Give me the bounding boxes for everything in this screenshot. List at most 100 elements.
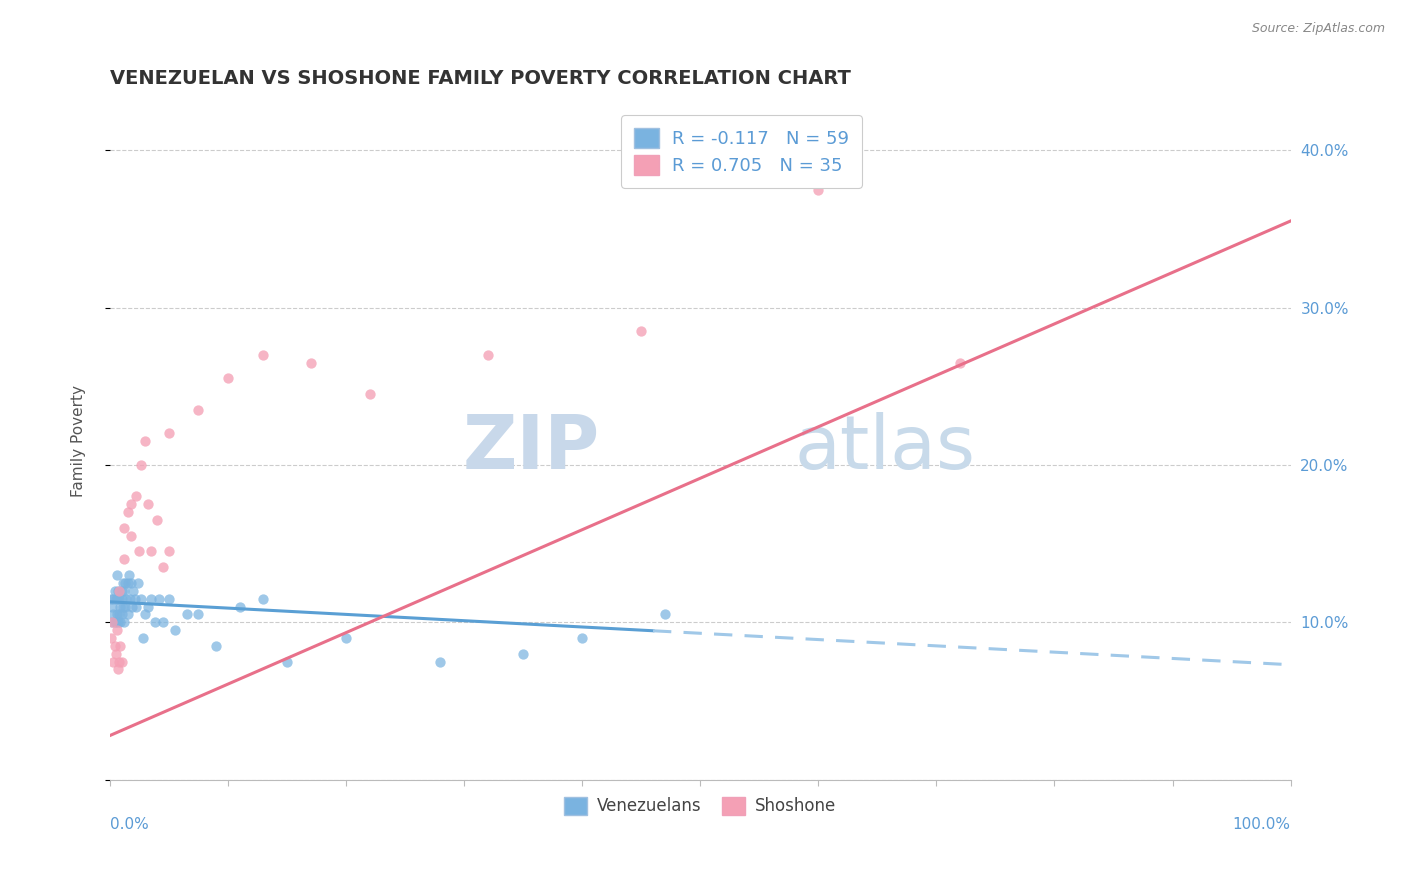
Point — [118, 591, 141, 606]
Point — [110, 639, 132, 653]
Point — [807, 182, 830, 196]
Point — [136, 599, 159, 614]
Point — [103, 615, 125, 630]
Point — [127, 575, 149, 590]
Point — [359, 387, 381, 401]
Point — [111, 655, 134, 669]
Point — [152, 560, 174, 574]
Point — [117, 607, 139, 622]
Text: Source: ZipAtlas.com: Source: ZipAtlas.com — [1251, 22, 1385, 36]
Point — [205, 639, 228, 653]
Point — [111, 599, 134, 614]
Point — [100, 631, 122, 645]
Y-axis label: Family Poverty: Family Poverty — [72, 385, 86, 498]
Point — [104, 647, 127, 661]
Point — [125, 489, 148, 503]
Point — [129, 458, 152, 472]
Point — [111, 607, 134, 622]
Point — [112, 521, 135, 535]
Point — [108, 591, 131, 606]
Point — [117, 505, 139, 519]
Point — [176, 607, 198, 622]
Point — [129, 591, 152, 606]
Point — [299, 356, 322, 370]
Point — [101, 615, 124, 630]
Point — [103, 639, 125, 653]
Point — [101, 615, 124, 630]
Point — [152, 615, 174, 630]
Point — [100, 591, 122, 606]
Point — [125, 599, 148, 614]
Point — [136, 497, 159, 511]
Point — [276, 655, 298, 669]
Point — [120, 529, 142, 543]
Point — [654, 607, 676, 622]
Point — [630, 324, 652, 338]
Point — [146, 513, 169, 527]
Point — [571, 631, 593, 645]
Point — [187, 607, 209, 622]
Point — [103, 583, 125, 598]
Point — [122, 583, 145, 598]
Point — [148, 591, 170, 606]
Point — [121, 599, 143, 614]
Point — [114, 599, 136, 614]
Point — [117, 575, 139, 590]
Point — [118, 568, 141, 582]
Point — [128, 544, 150, 558]
Point — [103, 607, 125, 622]
Point — [112, 615, 135, 630]
Point — [134, 434, 156, 449]
Point — [110, 599, 132, 614]
Point — [112, 552, 135, 566]
Point — [252, 348, 274, 362]
Point — [105, 623, 128, 637]
Point — [477, 348, 499, 362]
Point — [512, 647, 534, 661]
Point — [157, 544, 180, 558]
Point — [124, 591, 146, 606]
Text: ZIP: ZIP — [463, 411, 600, 484]
Text: atlas: atlas — [794, 411, 976, 484]
Point — [105, 607, 128, 622]
Text: 0.0%: 0.0% — [110, 817, 149, 832]
Point — [157, 426, 180, 441]
Point — [112, 583, 135, 598]
Point — [949, 356, 972, 370]
Point — [187, 402, 209, 417]
Point — [107, 583, 129, 598]
Point — [111, 591, 134, 606]
Point — [107, 615, 129, 630]
Point — [132, 631, 155, 645]
Point — [141, 591, 163, 606]
Point — [335, 631, 357, 645]
Point — [110, 615, 132, 630]
Point — [134, 607, 156, 622]
Point — [105, 591, 128, 606]
Point — [101, 599, 124, 614]
Point — [115, 591, 138, 606]
Point — [120, 497, 142, 511]
Point — [108, 607, 131, 622]
Point — [103, 655, 125, 669]
Point — [229, 599, 252, 614]
Point — [111, 575, 134, 590]
Point — [429, 655, 451, 669]
Legend: Venezuelans, Shoshone: Venezuelans, Shoshone — [557, 790, 844, 822]
Point — [104, 591, 127, 606]
Point — [217, 371, 239, 385]
Point — [143, 615, 166, 630]
Point — [163, 623, 186, 637]
Point — [105, 568, 128, 582]
Text: VENEZUELAN VS SHOSHONE FAMILY POVERTY CORRELATION CHART: VENEZUELAN VS SHOSHONE FAMILY POVERTY CO… — [110, 69, 851, 87]
Text: 100.0%: 100.0% — [1233, 817, 1291, 832]
Point — [111, 583, 134, 598]
Point — [107, 663, 129, 677]
Point — [104, 615, 127, 630]
Point — [141, 544, 163, 558]
Point — [114, 575, 136, 590]
Point — [157, 591, 180, 606]
Point — [103, 591, 125, 606]
Point — [252, 591, 274, 606]
Point — [108, 583, 131, 598]
